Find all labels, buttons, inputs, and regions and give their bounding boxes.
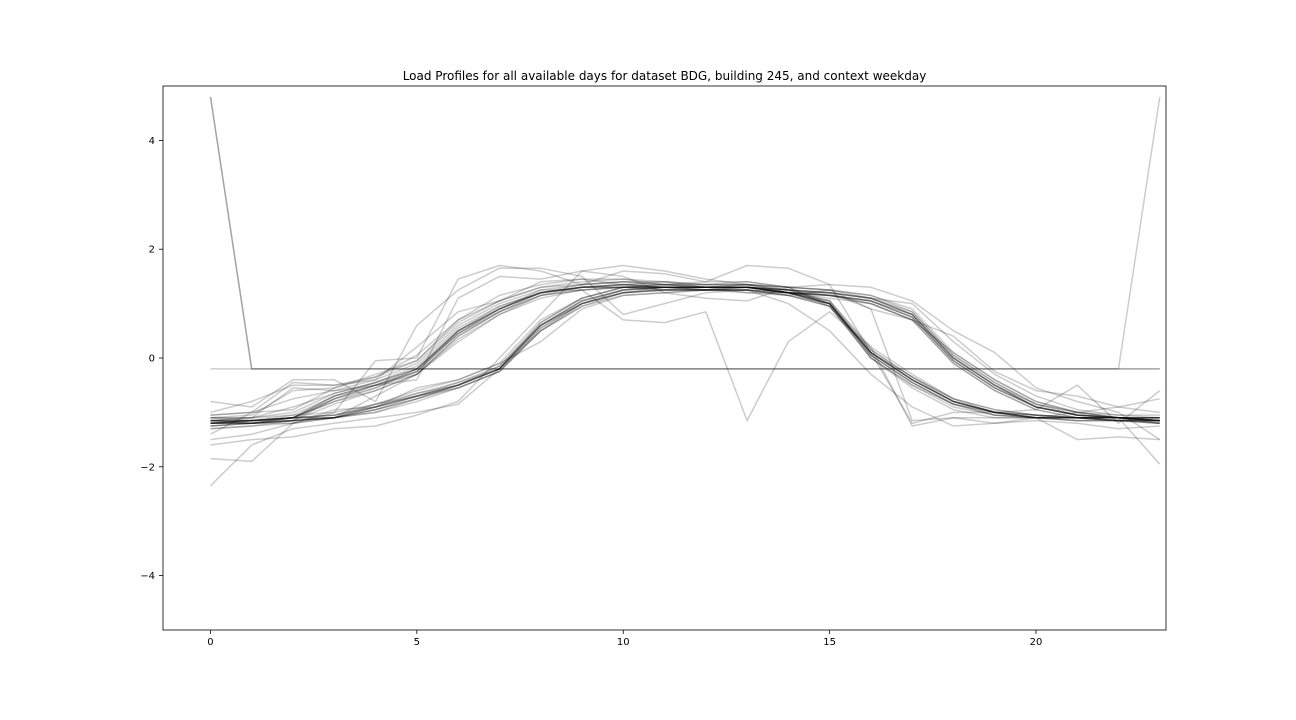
profile-line-28: [210, 96, 1161, 370]
x-tick-label: 5: [414, 637, 420, 648]
profile-line-23: [210, 289, 1160, 427]
profile-line-11: [210, 286, 1160, 430]
profile-line-10: [210, 281, 1160, 419]
profile-line-32: [210, 267, 1160, 427]
profile-lines: [209, 96, 1161, 487]
profile-line-9: [210, 286, 1160, 425]
profile-line-30: [210, 289, 1160, 463]
profile-line-25: [210, 286, 1160, 425]
chart-title: Load Profiles for all available days for…: [403, 69, 927, 83]
y-tick-label: 2: [149, 245, 155, 256]
profile-line-18: [210, 286, 1160, 422]
x-tick-label: 20: [1030, 637, 1043, 648]
profile-line-27: [209, 96, 1160, 370]
plot-frame: [162, 85, 1167, 631]
profile-line-7: [210, 278, 1160, 419]
profile-line-6: [210, 283, 1160, 427]
y-tick-label: −4: [140, 571, 155, 582]
profile-line-8: [210, 283, 1160, 422]
profile-line-36: [210, 289, 1160, 430]
y-tick-label: 0: [149, 354, 155, 365]
profile-line-14: [210, 286, 1160, 425]
profile-line-33: [210, 270, 1161, 446]
profile-line-35: [210, 278, 1160, 430]
profile-line-29: [209, 286, 1161, 487]
profile-line-24: [210, 283, 1160, 419]
profile-line-0: [210, 283, 1160, 422]
profile-line-3: [210, 286, 1160, 425]
profile-line-20: [210, 286, 1160, 425]
profile-line-15: [210, 286, 1160, 425]
profile-line-16: [210, 283, 1160, 422]
x-tick-label: 10: [617, 637, 630, 648]
profile-line-26: [209, 96, 1160, 370]
profile-line-5: [210, 286, 1160, 425]
profile-line-2: [210, 281, 1160, 425]
profile-line-19: [210, 289, 1160, 425]
profile-line-4: [210, 281, 1160, 422]
profile-line-21: [210, 286, 1160, 425]
profile-line-12: [210, 283, 1160, 422]
profile-line-1: [210, 286, 1160, 425]
profile-line-31: [210, 264, 1161, 441]
x-tick-label: 0: [207, 637, 213, 648]
profile-line-34: [210, 264, 1160, 435]
y-tick-label: 4: [149, 136, 155, 147]
x-tick-label: 15: [823, 637, 836, 648]
profile-line-37: [210, 278, 1160, 422]
axes: 0 5 10 15 20 −4 −2 0 2 4: [140, 85, 1167, 648]
profile-line-13: [210, 286, 1160, 425]
profile-line-17: [210, 289, 1160, 427]
profile-line-22: [210, 286, 1160, 422]
y-tick-label: −2: [140, 462, 155, 473]
